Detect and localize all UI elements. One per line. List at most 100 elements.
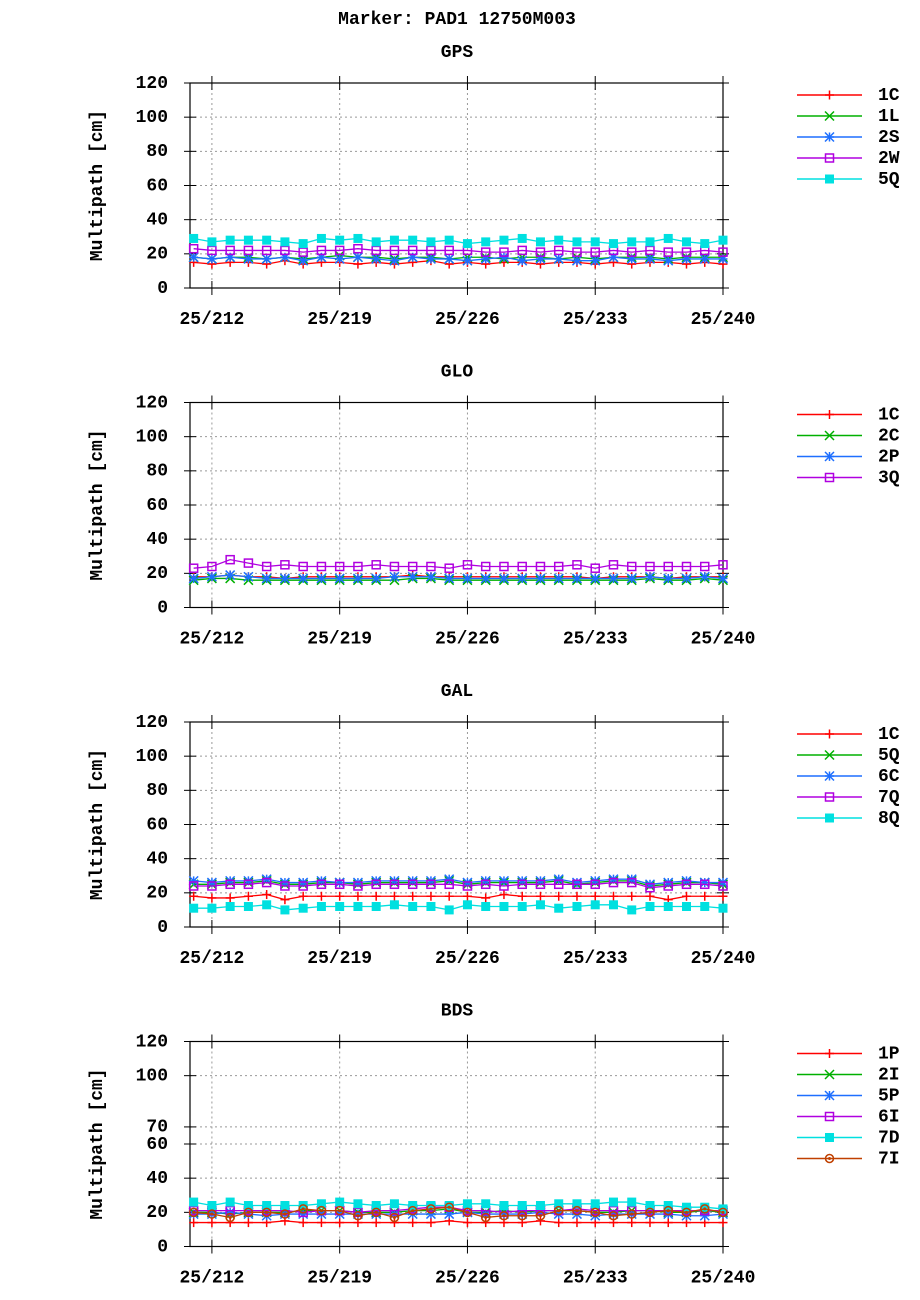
- marker-shape: [517, 879, 527, 890]
- marker-shape: [261, 1207, 272, 1218]
- marker: [335, 1197, 345, 1207]
- marker-shape: [261, 561, 272, 572]
- series-line: [193, 881, 724, 889]
- marker: [207, 1201, 217, 1210]
- marker-shape: [371, 237, 381, 247]
- marker-shape: [316, 879, 327, 890]
- marker: [572, 1199, 582, 1209]
- plot-frame: [189, 1040, 724, 1248]
- y-axis-label: Multipath [cm]: [88, 110, 108, 261]
- marker: [353, 561, 363, 572]
- marker-shape: [480, 247, 491, 257]
- marker: [718, 1218, 728, 1228]
- marker: [608, 1211, 619, 1221]
- marker: [499, 247, 509, 257]
- marker-stroke: [663, 255, 674, 266]
- marker: [824, 153, 835, 163]
- marker-shape: [189, 233, 199, 243]
- marker-shape: [280, 881, 290, 891]
- marker: [499, 561, 509, 572]
- marker: [608, 900, 618, 910]
- marker-dot: [411, 1209, 415, 1213]
- legend-label: 6C: [878, 767, 900, 787]
- marker-shape: [335, 235, 345, 245]
- marker-shape: [316, 245, 327, 256]
- legend-label: 2C: [878, 426, 900, 446]
- marker: [700, 239, 710, 249]
- marker: [243, 558, 254, 568]
- marker-shape: [645, 1201, 655, 1210]
- marker: [824, 110, 835, 122]
- marker: [371, 253, 382, 264]
- marker: [825, 174, 834, 184]
- marker: [261, 877, 272, 888]
- marker: [535, 247, 546, 257]
- marker-stroke: [444, 253, 455, 264]
- marker: [645, 882, 655, 893]
- marker: [426, 891, 436, 901]
- marker: [824, 770, 835, 782]
- marker: [517, 891, 527, 901]
- marker: [824, 1111, 835, 1122]
- marker-shape: [389, 879, 400, 890]
- marker: [644, 253, 656, 264]
- x-tick-label: 25/233: [563, 949, 628, 969]
- y-tick-label: 80: [146, 142, 168, 162]
- marker-shape: [718, 903, 728, 913]
- marker: [590, 563, 600, 573]
- marker-stroke: [425, 253, 436, 264]
- marker-shape: [298, 239, 308, 249]
- marker: [699, 879, 710, 890]
- x-tick-label: 25/240: [691, 310, 756, 330]
- marker-stroke: [824, 770, 835, 782]
- legend-label: 5Q: [878, 746, 900, 766]
- marker: [663, 1218, 673, 1228]
- marker: [699, 561, 710, 572]
- marker: [426, 237, 436, 247]
- marker-stroke: [626, 573, 637, 584]
- legend-label: 6I: [878, 1107, 900, 1127]
- marker-stroke: [590, 255, 601, 266]
- marker-shape: [645, 902, 655, 911]
- marker-shape: [572, 247, 582, 257]
- marker-dot: [666, 1209, 670, 1213]
- marker: [188, 1207, 199, 1218]
- marker: [608, 1197, 618, 1207]
- marker-shape: [535, 1211, 546, 1221]
- marker-shape: [371, 560, 381, 570]
- marker-shape: [225, 1205, 235, 1216]
- marker-shape: [663, 881, 673, 891]
- marker-stroke: [352, 573, 363, 584]
- marker: [462, 1207, 473, 1218]
- marker-dot: [648, 1210, 652, 1214]
- marker: [481, 893, 491, 903]
- marker: [334, 561, 345, 572]
- marker: [627, 1218, 637, 1228]
- marker-shape: [681, 561, 692, 572]
- marker-shape: [261, 877, 272, 888]
- marker: [316, 245, 327, 256]
- marker-stroke: [824, 1069, 835, 1080]
- marker: [335, 235, 345, 245]
- marker-stroke: [498, 875, 509, 886]
- marker-shape: [371, 1207, 381, 1218]
- marker-shape: [243, 902, 253, 911]
- marker: [207, 245, 217, 256]
- marker: [825, 1133, 834, 1142]
- x-tick-label: 25/212: [179, 629, 244, 649]
- marker-shape: [553, 879, 564, 890]
- legend-label: 1C: [878, 725, 900, 745]
- marker-shape: [608, 1197, 618, 1207]
- marker: [590, 1207, 600, 1218]
- marker: [663, 561, 673, 572]
- marker: [462, 560, 473, 570]
- marker-shape: [426, 879, 436, 890]
- marker-shape: [572, 237, 582, 247]
- marker-shape: [334, 561, 345, 572]
- marker: [553, 245, 564, 256]
- marker-shape: [663, 1201, 673, 1210]
- marker-stroke: [517, 573, 528, 584]
- y-tick-label: 20: [146, 1203, 168, 1223]
- marker: [498, 252, 509, 263]
- y-tick-label: 120: [136, 74, 168, 94]
